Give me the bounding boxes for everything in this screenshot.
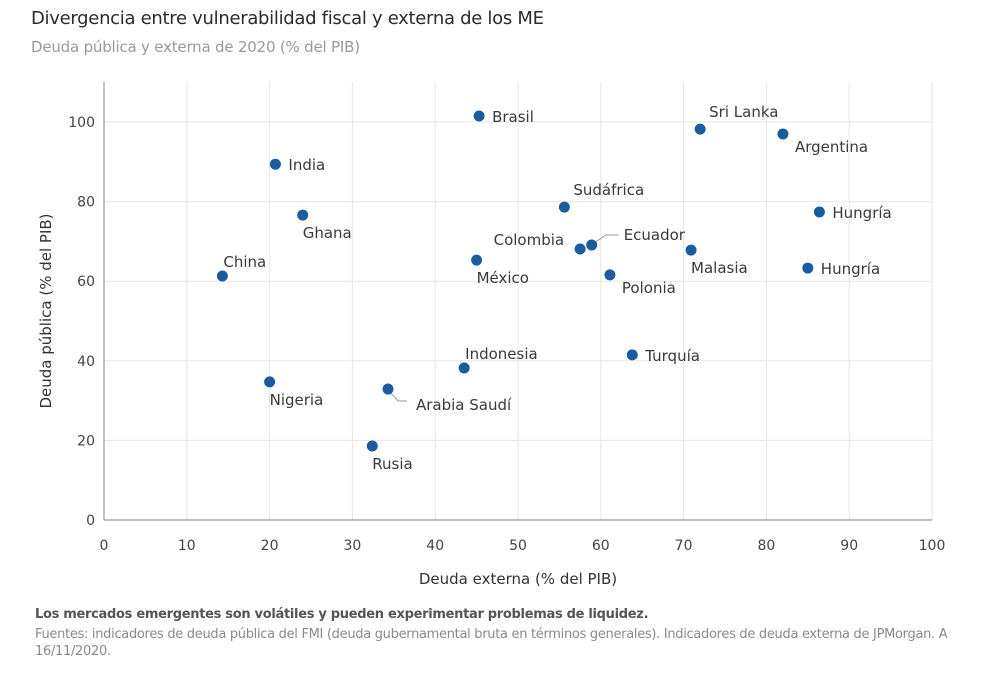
footer-note: Los mercados emergentes son volátiles y … (35, 607, 649, 622)
y-tick-label: 40 (77, 354, 95, 370)
x-tick-label: 30 (343, 538, 361, 554)
data-point (586, 239, 598, 251)
x-tick-label: 20 (261, 538, 279, 554)
x-tick-label: 100 (919, 538, 946, 554)
data-point (813, 206, 825, 218)
point-label: Argentina (795, 138, 868, 156)
y-tick-label: 20 (77, 433, 95, 449)
tick-labels: 0 10 20 30 40 50 60 70 80 90 100 0 20 40 60 80 100 (68, 115, 945, 554)
chart-subtitle: Deuda pública y externa de 2020 (% del P… (31, 38, 360, 56)
data-point (458, 362, 470, 374)
leader-line (595, 234, 619, 243)
leader-lines (390, 234, 619, 402)
point-label: Colombia (494, 231, 565, 249)
data-point (382, 383, 394, 395)
point-label: Turquía (644, 347, 700, 365)
data-point (366, 440, 378, 452)
x-tick-label: 70 (675, 538, 693, 554)
data-point (269, 158, 281, 170)
data-point (264, 376, 276, 388)
data-point (694, 123, 706, 135)
x-tick-label: 80 (757, 538, 775, 554)
x-tick-label: 10 (178, 538, 196, 554)
x-tick-label: 40 (426, 538, 444, 554)
footer-source: Fuentes: indicadores de deuda pública de… (35, 627, 948, 659)
point-label: Malasia (691, 259, 748, 277)
data-point (777, 128, 789, 140)
point-label: Arabia Saudí (416, 396, 512, 414)
point-label: India (288, 156, 325, 174)
point-label: Sudáfrica (573, 181, 644, 199)
point-label: Sri Lanka (709, 103, 778, 121)
point-label: Hungría (832, 204, 891, 222)
data-point (574, 243, 586, 255)
axes (103, 82, 932, 521)
y-tick-label: 80 (77, 195, 95, 211)
point-label: Ghana (303, 224, 352, 242)
data-point (558, 201, 570, 213)
x-tick-label: 60 (592, 538, 610, 554)
x-axis-title: Deuda externa (% del PIB) (419, 570, 617, 588)
point-label: China (223, 253, 266, 271)
grid (104, 82, 933, 520)
point-label: Brasil (492, 108, 534, 126)
data-point (802, 262, 814, 274)
data-point (216, 270, 228, 282)
y-tick-label: 60 (77, 274, 95, 290)
point-label: Hungría (821, 260, 880, 278)
x-tick-label: 0 (100, 538, 109, 554)
x-tick-label: 90 (840, 538, 858, 554)
data-point (297, 209, 309, 221)
scatter-chart: 0 10 20 30 40 50 60 70 80 90 100 0 20 40 60 80 100 Deuda… (37, 82, 945, 588)
chart-title: Divergencia entre vulnerabilidad fiscal … (31, 8, 544, 29)
point-label: Rusia (372, 455, 412, 473)
y-tick-label: 100 (68, 115, 95, 131)
point-label: México (477, 269, 529, 287)
x-tick-label: 50 (509, 538, 527, 554)
point-label: Ecuador (624, 226, 686, 244)
point-label: Indonesia (465, 345, 538, 363)
data-point (471, 254, 483, 266)
data-point (473, 110, 485, 122)
data-point (604, 269, 616, 281)
point-label: Polonia (622, 279, 676, 297)
data-point (626, 349, 638, 361)
y-axis-title: Deuda pública (% del PIB) (37, 213, 55, 408)
data-point (685, 244, 697, 256)
data-points (216, 110, 825, 452)
point-labels: Brasil Sri Lanka Argentina India Sudáfrica Hu… (223, 103, 891, 473)
leader-line (390, 392, 408, 402)
y-tick-label: 0 (86, 513, 95, 529)
point-label: Nigeria (270, 391, 324, 409)
